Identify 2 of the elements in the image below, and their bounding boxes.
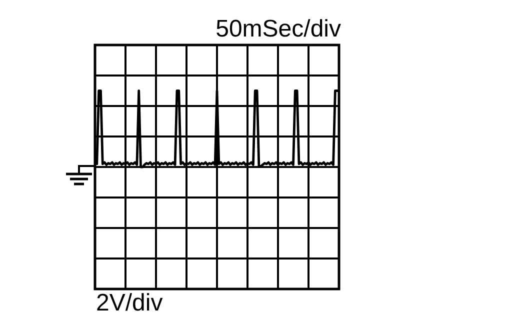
x-axis-title: 50mSec/div — [216, 16, 341, 43]
text: 2V/div — [96, 290, 163, 317]
